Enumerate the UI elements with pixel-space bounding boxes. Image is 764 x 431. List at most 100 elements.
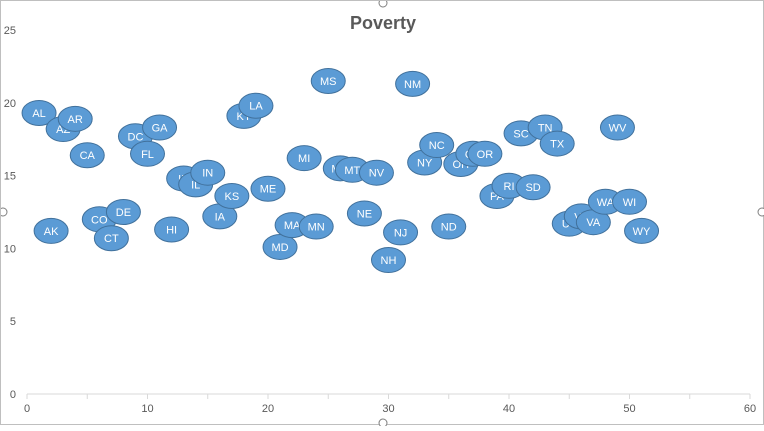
- point-label: SC: [513, 128, 528, 140]
- data-point-ks: KS: [214, 182, 250, 209]
- point-label: NM: [404, 79, 421, 91]
- data-point-in: IN: [190, 159, 226, 186]
- point-marker: [346, 200, 382, 227]
- point-label: AL: [32, 108, 45, 120]
- point-label: ME: [260, 184, 277, 196]
- point-label: NH: [381, 255, 397, 267]
- point-label: NV: [369, 168, 385, 180]
- data-point-md: MD: [262, 233, 298, 260]
- point-label: DC: [128, 131, 144, 143]
- point-label: IL: [191, 179, 200, 191]
- point-marker: [310, 67, 346, 94]
- data-point-wv: WV: [599, 114, 635, 141]
- data-point-va: VA: [575, 209, 611, 236]
- data-point-fl: FL: [130, 140, 165, 167]
- data-point-la: LA: [238, 92, 274, 119]
- point-label: VA: [586, 217, 601, 229]
- point-label: DE: [116, 207, 131, 219]
- point-label: NE: [357, 208, 372, 220]
- point-marker: [130, 140, 165, 167]
- y-tick-label: 15: [4, 171, 16, 183]
- data-point-nm: NM: [395, 70, 431, 97]
- point-marker: [419, 132, 455, 159]
- point-label: RI: [504, 181, 515, 193]
- data-point-mn: MN: [298, 213, 334, 240]
- point-label: MN: [308, 222, 325, 234]
- point-marker: [250, 175, 286, 202]
- chart-title: Poverty: [350, 13, 416, 33]
- y-tick-label: 5: [10, 316, 16, 328]
- data-point-sd: SD: [515, 174, 551, 201]
- y-tick-label: 10: [4, 243, 16, 255]
- data-point-ar: AR: [57, 105, 93, 132]
- point-marker: [93, 225, 129, 252]
- resize-handle[interactable]: [757, 207, 764, 217]
- data-point-nh: NH: [371, 247, 406, 274]
- point-label: TN: [538, 123, 553, 135]
- point-label: CA: [80, 150, 96, 162]
- x-tick-label: 40: [503, 403, 515, 415]
- data-point-ct: CT: [93, 225, 129, 252]
- data-point-hi: HI: [154, 216, 190, 243]
- point-label: MI: [298, 153, 310, 165]
- point-marker: [539, 130, 575, 157]
- point-marker: [238, 92, 274, 119]
- point-marker: [612, 188, 647, 215]
- data-point-ak: AK: [33, 217, 69, 244]
- point-marker: [57, 105, 93, 132]
- x-tick-label: 20: [262, 403, 274, 415]
- x-tick-label: 0: [24, 403, 30, 415]
- point-marker: [286, 145, 322, 172]
- point-marker: [358, 159, 394, 186]
- point-marker: [431, 213, 467, 240]
- data-point-nc: NC: [419, 132, 455, 159]
- point-label: GA: [152, 123, 169, 135]
- point-label: IN: [202, 168, 213, 180]
- data-point-mi: MI: [286, 145, 322, 172]
- data-point-wi: WI: [612, 188, 647, 215]
- point-marker: [383, 219, 419, 246]
- point-label: NY: [417, 157, 433, 169]
- data-point-or: OR: [467, 140, 503, 167]
- point-label: CT: [104, 233, 119, 245]
- point-marker: [371, 247, 406, 274]
- point-label: AR: [68, 114, 83, 126]
- point-label: MA: [284, 220, 301, 232]
- data-point-nv: NV: [358, 159, 394, 186]
- axes: 0 10 20 30 40 50 60 0 5 10 15 20 25: [4, 25, 756, 415]
- point-marker: [33, 217, 69, 244]
- point-marker: [69, 142, 105, 169]
- x-tick-label: 10: [141, 403, 153, 415]
- point-label: ND: [441, 222, 457, 234]
- data-point-wa: WA: [587, 188, 623, 215]
- point-label: WV: [609, 123, 627, 135]
- data-point-ms: MS: [310, 67, 346, 94]
- point-label: AK: [44, 226, 59, 238]
- resize-handle[interactable]: [378, 0, 388, 8]
- y-tick-label: 0: [10, 389, 16, 401]
- point-label: SD: [525, 182, 540, 194]
- data-point-ne: NE: [346, 200, 382, 227]
- point-marker: [105, 199, 141, 225]
- x-tick-label: 60: [744, 403, 756, 415]
- point-marker: [298, 213, 334, 240]
- point-label: FL: [141, 149, 154, 161]
- point-label: WY: [633, 226, 651, 238]
- point-marker: [515, 174, 551, 201]
- point-label: OR: [477, 149, 494, 161]
- point-marker: [21, 99, 57, 126]
- data-point-nj: NJ: [383, 219, 419, 246]
- point-label: NJ: [394, 227, 407, 239]
- point-marker: [154, 216, 190, 243]
- data-point-ca: CA: [69, 142, 105, 169]
- point-marker: [599, 114, 635, 141]
- resize-handle[interactable]: [0, 207, 8, 217]
- data-point-ga: GA: [142, 114, 178, 141]
- point-label: WA: [597, 197, 615, 209]
- point-marker: [142, 114, 178, 141]
- point-label: HI: [166, 224, 177, 236]
- data-point-de: DE: [105, 199, 141, 225]
- point-label: KS: [225, 191, 240, 203]
